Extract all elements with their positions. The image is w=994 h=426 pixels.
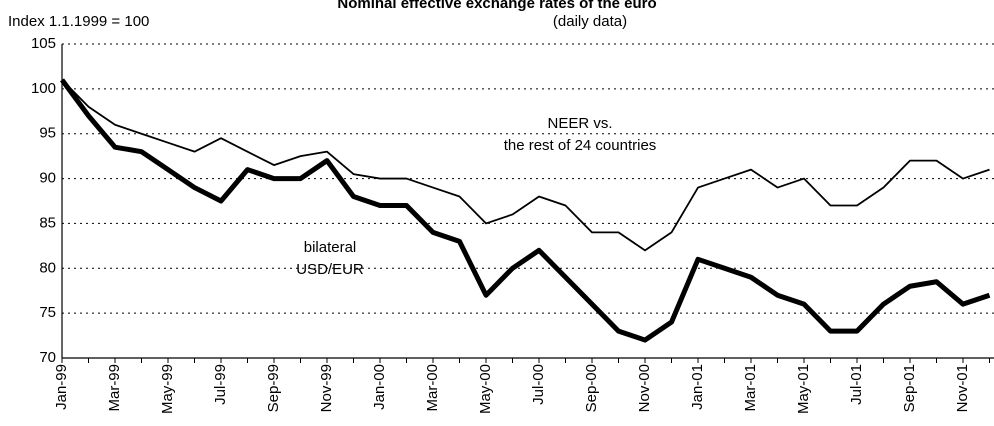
- x-tick-label: Mar-99: [106, 364, 123, 412]
- x-tick-label: Jul-99: [212, 364, 229, 405]
- x-tick-label: Jan-99: [53, 364, 70, 410]
- annotation: bilateral: [304, 239, 357, 256]
- y-tick-label: 105: [31, 35, 56, 52]
- annotation: NEER vs.: [547, 115, 612, 132]
- x-tick-label: May-00: [477, 364, 494, 414]
- x-tick-label: Sep-00: [583, 364, 600, 412]
- y-tick-label: 75: [39, 304, 56, 321]
- series-line: [59, 78, 991, 343]
- x-tick-label: Nov-99: [318, 364, 335, 412]
- x-tick-label: Sep-99: [265, 364, 282, 412]
- x-tick-label: May-99: [159, 364, 176, 414]
- x-tick-label: May-01: [795, 364, 812, 414]
- annotation: USD/EUR: [296, 261, 364, 278]
- x-tick-label: Mar-01: [742, 364, 759, 412]
- chart-subtitle: (daily data): [553, 13, 627, 30]
- chart-title: Nominal effective exchange rates of the …: [337, 0, 656, 12]
- y-tick-label: 100: [31, 80, 56, 97]
- annotation: the rest of 24 countries: [504, 137, 657, 154]
- y-axis-label: Index 1.1.1999 = 100: [8, 13, 149, 30]
- series-line: [61, 79, 990, 252]
- y-tick-label: 90: [39, 170, 56, 187]
- y-tick-label: 85: [39, 214, 56, 231]
- x-tick-label: Jul-00: [530, 364, 547, 405]
- y-tick-label: 80: [39, 259, 56, 276]
- x-tick-label: Nov-00: [636, 364, 653, 412]
- y-tick-label: 95: [39, 125, 56, 142]
- x-tick-label: Sep-01: [901, 364, 918, 412]
- x-tick-label: Nov-01: [954, 364, 971, 412]
- y-tick-label: 70: [39, 349, 56, 366]
- x-tick-label: Jan-01: [689, 364, 706, 410]
- x-tick-label: Jan-00: [371, 364, 388, 410]
- x-tick-label: Jul-01: [848, 364, 865, 405]
- x-tick-label: Mar-00: [424, 364, 441, 412]
